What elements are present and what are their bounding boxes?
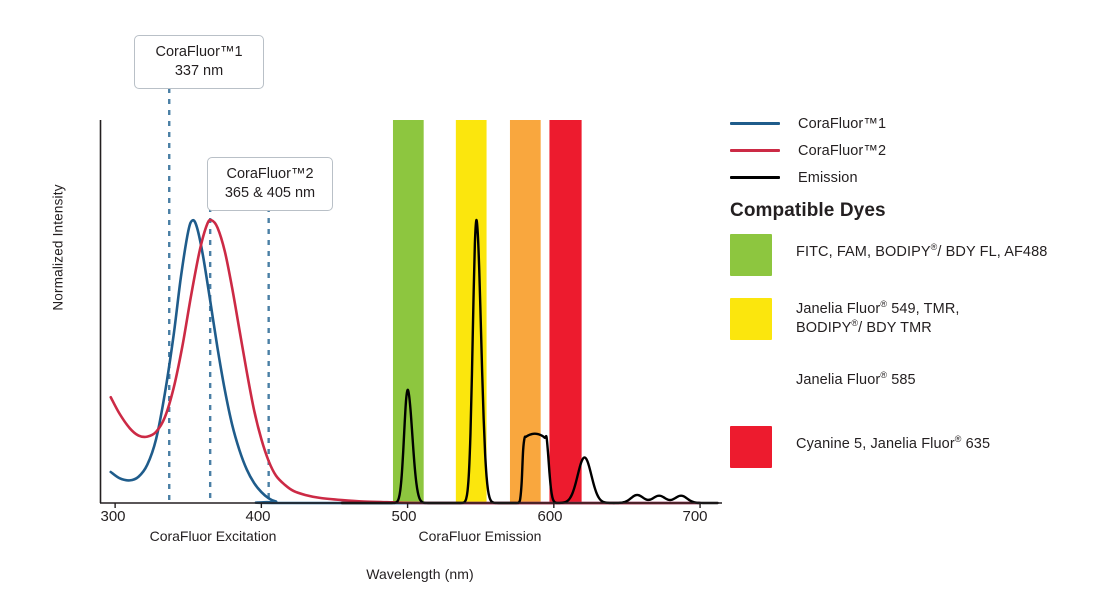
compatible-dyes-title: Compatible Dyes [730, 200, 886, 221]
dye-swatch-red [730, 426, 772, 468]
legend-label-emission: Emission [798, 169, 858, 186]
spectra-curves [109, 218, 719, 505]
legend-item-corafluor2: CoraFluor™2 [728, 137, 1110, 164]
compatible-dyes-list: FITC, FAM, BODIPY®/ BDY FL, AF488 Janeli… [730, 234, 1110, 490]
x-axis-title: Wavelength (nm) [366, 566, 474, 582]
dye-label-green: FITC, FAM, BODIPY®/ BDY FL, AF488 [796, 234, 1047, 262]
corafluor2-callout: CoraFluor™2 365 & 405 nm [207, 157, 333, 212]
x-tick-300: 300 [100, 508, 126, 525]
dye-row-orange: Janelia Fluor® 585 [730, 362, 1110, 404]
legend-item-emission: Emission [728, 164, 1110, 191]
y-axis-label: Normalized Intensity [50, 184, 66, 311]
x-tick-500: 500 [391, 508, 417, 525]
dye-label-line: BODIPY®/ BDY TMR [796, 318, 932, 337]
side-panel: CoraFluor™1 CoraFluor™2 Emission Compati… [728, 0, 1110, 612]
dye-label-line: Cyanine 5, Janelia Fluor® 635 [796, 434, 991, 452]
dye-label-line: Janelia Fluor® 585 [796, 370, 916, 388]
legend-line-corafluor1 [730, 122, 780, 125]
dye-row-red: Cyanine 5, Janelia Fluor® 635 [730, 426, 1110, 468]
spectra-chart: Normalized Intensity Wavelength (nm) 300… [50, 35, 722, 582]
dye-label-yellow: Janelia Fluor® 549, TMR, BODIPY®/ BDY TMR [796, 298, 960, 338]
dye-label-red: Cyanine 5, Janelia Fluor® 635 [796, 426, 990, 454]
x-axis-ticks [114, 503, 701, 508]
dye-label-line: Janelia Fluor® 549, TMR, [796, 299, 960, 317]
corafluor1-callout: CoraFluor™1 337 nm [134, 35, 264, 90]
x-tick-600: 600 [537, 508, 563, 525]
excitation-marker-lines [168, 88, 270, 503]
wavelength-bands [392, 120, 582, 503]
curve-corafluor2 [109, 218, 702, 505]
dye-label-orange: Janelia Fluor® 585 [796, 362, 916, 390]
curve-corafluor1 [109, 218, 702, 505]
corafluor2-callout-line1: CoraFluor™2 [226, 166, 314, 182]
dye-row-yellow: Janelia Fluor® 549, TMR, BODIPY®/ BDY TMR [730, 298, 1110, 340]
corafluor1-callout-line2: 337 nm [174, 62, 224, 79]
corafluor1-callout-line1: CoraFluor™1 [155, 44, 243, 60]
orange-band [509, 120, 541, 503]
x-tick-700: 700 [682, 508, 708, 525]
green-band [392, 120, 424, 503]
dye-swatch-yellow [730, 298, 772, 340]
excitation-section-label: CoraFluor Excitation [149, 528, 277, 544]
legend-line-corafluor2 [730, 149, 780, 152]
legend-line-emission [730, 176, 780, 179]
x-tick-400: 400 [245, 508, 271, 525]
series-legend: CoraFluor™1 CoraFluor™2 Emission [728, 110, 1110, 191]
dye-label-line: FITC, FAM, BODIPY®/ BDY FL, AF488 [796, 242, 1048, 260]
legend-label-corafluor1: CoraFluor™1 [798, 115, 887, 132]
legend-label-corafluor2: CoraFluor™2 [798, 142, 887, 159]
legend-item-corafluor1: CoraFluor™1 [728, 110, 1110, 137]
dye-swatch-orange [730, 362, 772, 404]
plot-canvas [99, 88, 722, 508]
corafluor2-callout-line2: 365 & 405 nm [224, 184, 316, 201]
dye-swatch-green [730, 234, 772, 276]
curve-emission [340, 218, 719, 505]
emission-section-label: CoraFluor Emission [418, 528, 542, 544]
dye-row-green: FITC, FAM, BODIPY®/ BDY FL, AF488 [730, 234, 1110, 276]
red-band [549, 120, 582, 503]
